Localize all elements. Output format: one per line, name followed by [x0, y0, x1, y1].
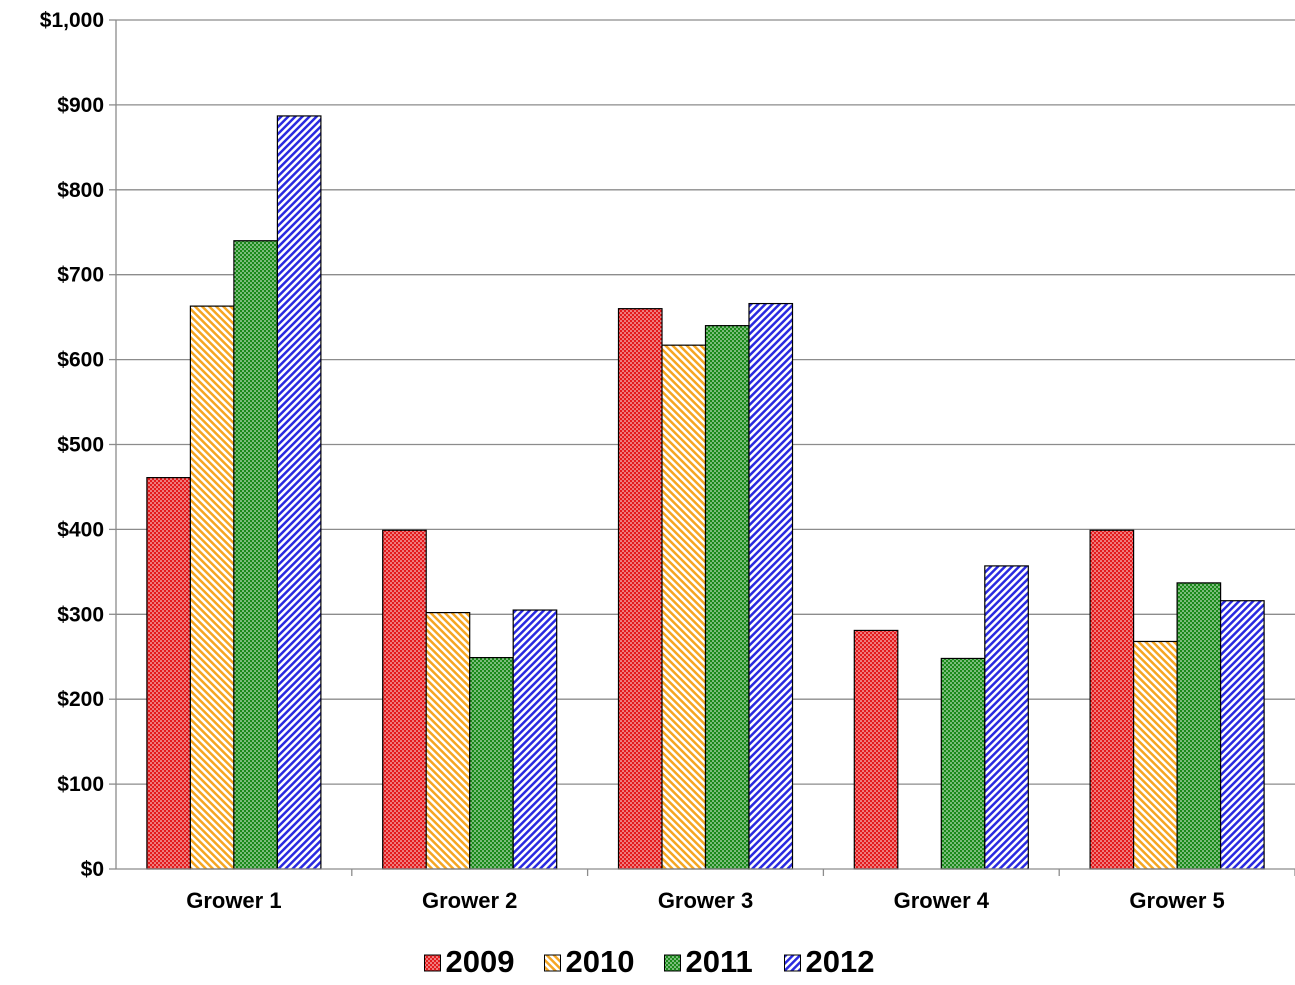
y-tick-label: $800	[57, 179, 104, 202]
x-tick-label: Grower 1	[186, 888, 281, 913]
bar-2009-grower-5	[1089, 529, 1135, 870]
axes	[109, 19, 1295, 876]
bar-2009-grower-1	[146, 477, 191, 870]
bar-2012-grower-3	[748, 302, 794, 870]
legend-item-2012: 2012	[784, 944, 875, 979]
y-tick-label: $100	[57, 773, 104, 796]
y-tick-label: $400	[57, 518, 104, 541]
legend-label: 2009	[446, 944, 515, 979]
x-tick-label: Grower 3	[658, 888, 753, 913]
bar-2012-grower-2	[512, 609, 558, 870]
bar-2012-grower-1	[276, 115, 322, 870]
bar-2011-grower-1	[233, 240, 278, 870]
bar-2011-grower-2	[469, 656, 514, 870]
y-tick-label: $0	[81, 858, 104, 881]
bar-2011-grower-3	[704, 325, 750, 870]
y-tick-label: $1,000	[40, 9, 104, 32]
bar-2010-grower-1	[189, 305, 235, 870]
bar-2010-grower-5	[1132, 640, 1178, 870]
bar-2012-grower-4	[984, 565, 1029, 870]
y-tick-label: $700	[57, 264, 104, 287]
legend-swatch	[664, 954, 681, 972]
y-axis-tick-labels: $0 $100 $200 $300 $400 $500 $600 $700 $800 $900 $1…	[40, 9, 104, 881]
legend-item-2010: 2010	[544, 944, 635, 979]
y-tick-label: $200	[57, 688, 104, 711]
bar-2010-grower-3	[661, 344, 707, 870]
legend-swatch	[544, 954, 561, 972]
bar-2009-grower-2	[382, 529, 427, 870]
legend-item-2011: 2011	[664, 944, 753, 979]
y-tick-label: $300	[57, 603, 104, 626]
bar-2010-grower-2	[425, 612, 471, 870]
x-axis-tick-labels: Grower 1 Grower 2 Grower 3 Grower 4 Grower 5	[186, 888, 1225, 913]
legend: 2009 2010 2011 2012	[424, 944, 875, 979]
x-tick-label: Grower 5	[1129, 888, 1224, 913]
y-tick-label: $600	[57, 349, 104, 372]
legend-item-2009: 2009	[424, 944, 515, 979]
legend-label: 2011	[686, 944, 753, 979]
x-tick-label: Grower 2	[422, 888, 517, 913]
bar-2009-grower-3	[617, 308, 663, 870]
bars	[146, 115, 1265, 870]
legend-swatch	[784, 954, 801, 972]
x-tick-label: Grower 4	[894, 888, 990, 913]
legend-label: 2012	[806, 944, 875, 979]
bar-2011-grower-4	[940, 657, 986, 870]
y-tick-label: $900	[57, 94, 104, 117]
bar-2009-grower-4	[853, 629, 899, 870]
bar-2012-grower-5	[1219, 600, 1265, 870]
y-tick-label: $500	[57, 434, 104, 457]
bar-2011-grower-5	[1176, 582, 1222, 870]
legend-swatch	[424, 954, 441, 972]
legend-label: 2010	[566, 944, 635, 979]
